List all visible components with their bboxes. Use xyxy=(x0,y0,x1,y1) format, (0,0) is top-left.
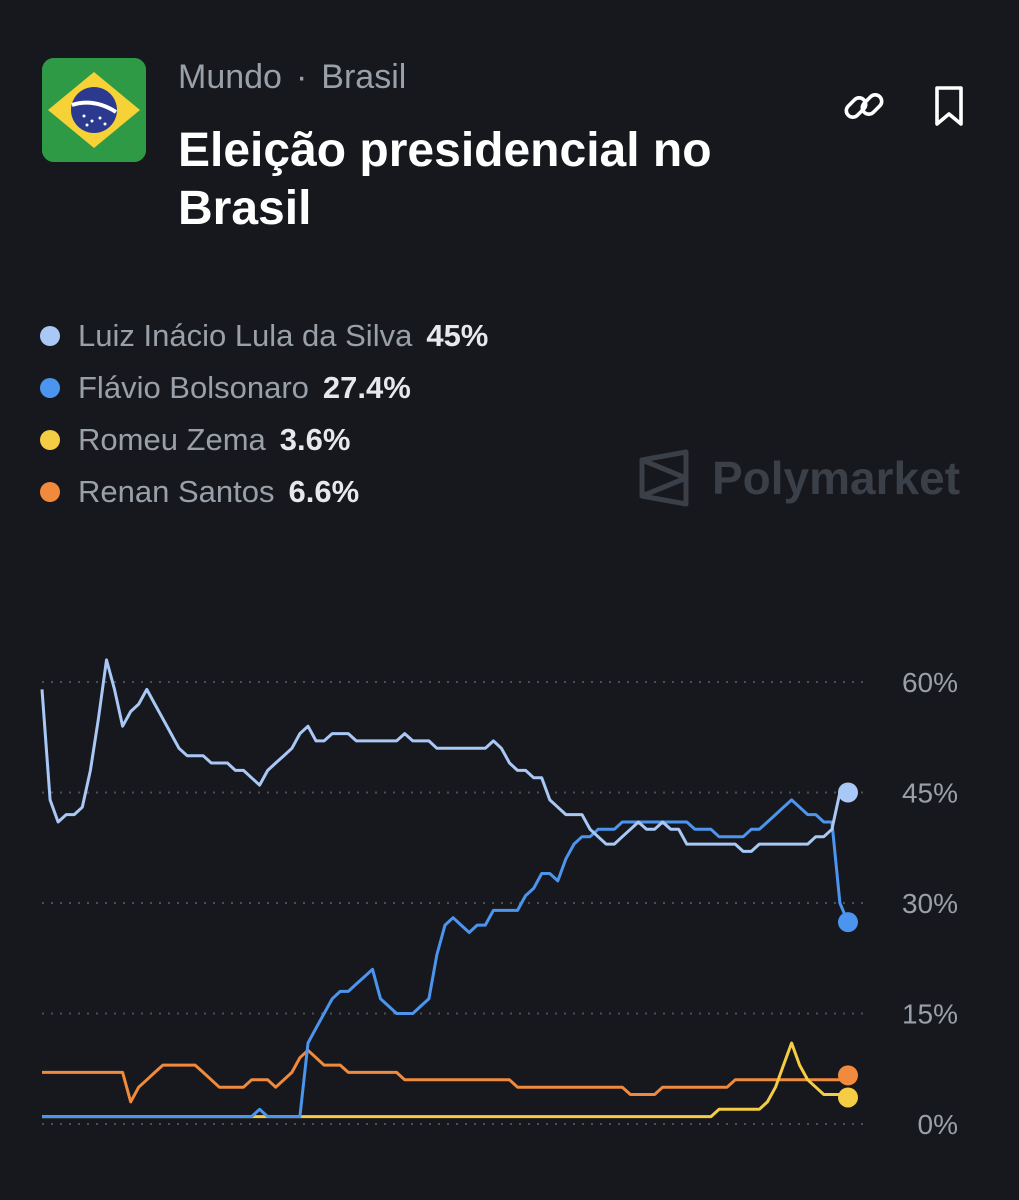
legend-swatch xyxy=(40,378,60,398)
chart-legend: Luiz Inácio Lula da Silva 45% Flávio Bol… xyxy=(40,310,488,518)
legend-item-lula: Luiz Inácio Lula da Silva 45% xyxy=(40,310,488,362)
legend-name: Renan Santos xyxy=(78,474,275,509)
legend-name: Flávio Bolsonaro xyxy=(78,370,309,405)
y-tick-label: 15% xyxy=(902,999,958,1030)
breadcrumb: Mundo · Brasil xyxy=(178,58,406,97)
series-endpoint-1 xyxy=(838,912,858,933)
legend-swatch xyxy=(40,482,60,502)
chart: 0% 15% 30% 45% 60% xyxy=(40,658,958,1140)
breadcrumb-item-brasil[interactable]: Brasil xyxy=(321,58,407,96)
brazil-flag-icon xyxy=(42,58,146,162)
y-tick-label: 60% xyxy=(902,667,958,698)
series-endpoint-3 xyxy=(838,1065,858,1086)
legend-value: 6.6% xyxy=(288,474,360,509)
legend-item-zema: Romeu Zema 3.6% xyxy=(40,414,488,466)
legend-swatch xyxy=(40,326,60,346)
link-icon xyxy=(844,93,884,119)
bookmark-icon xyxy=(935,86,963,126)
series-line-1 xyxy=(42,798,850,1119)
series-endpoint-2 xyxy=(838,1087,858,1108)
legend-swatch xyxy=(40,430,60,450)
legend-value: 45% xyxy=(426,318,489,353)
legend-name: Romeu Zema xyxy=(78,422,266,457)
series-line-3 xyxy=(42,1048,849,1104)
legend-name: Luiz Inácio Lula da Silva xyxy=(78,318,413,353)
legend-item-santos: Renan Santos 6.6% xyxy=(40,466,488,518)
link-button[interactable] xyxy=(840,82,888,130)
watermark-text: Polymarket xyxy=(712,452,961,504)
breadcrumb-item-mundo[interactable]: Mundo xyxy=(178,58,282,96)
legend-item-bolsonaro: Flávio Bolsonaro 27.4% xyxy=(40,362,488,414)
polymarket-watermark: Polymarket xyxy=(638,448,960,508)
polymarket-logo-icon xyxy=(639,449,689,507)
y-tick-label: 45% xyxy=(902,778,958,809)
series-endpoint-0 xyxy=(838,782,858,803)
series-line-0 xyxy=(40,658,848,853)
breadcrumb-separator: · xyxy=(295,58,308,96)
legend-value: 27.4% xyxy=(322,370,411,405)
y-tick-label: 30% xyxy=(902,888,958,919)
page-title: Eleição presidencial no Brasil xyxy=(178,124,712,235)
y-tick-label: 0% xyxy=(918,1109,958,1140)
bookmark-button[interactable] xyxy=(925,82,973,130)
legend-value: 3.6% xyxy=(279,422,351,457)
